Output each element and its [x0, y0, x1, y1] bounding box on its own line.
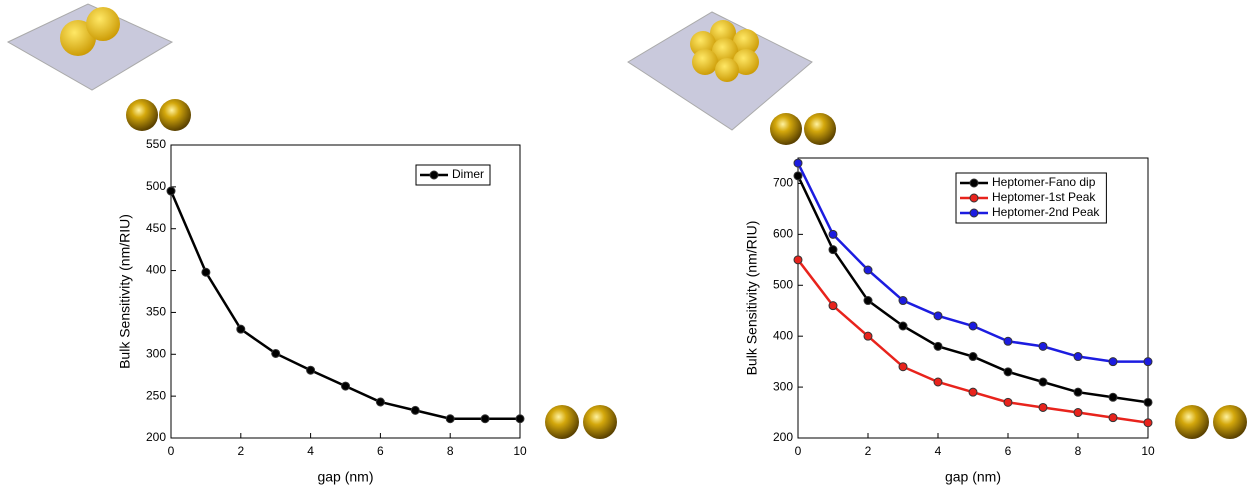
legend-marker	[970, 194, 978, 202]
x-tick-label: 8	[447, 444, 454, 458]
plot-frame	[171, 145, 520, 438]
data-point	[202, 268, 210, 276]
sphere-pair	[1175, 405, 1247, 439]
data-point	[446, 415, 454, 423]
data-point	[1074, 388, 1082, 396]
y-tick-label: 400	[146, 263, 166, 277]
legend-marker	[970, 209, 978, 217]
data-point	[516, 415, 524, 423]
data-point	[1074, 409, 1082, 417]
data-point	[899, 322, 907, 330]
data-point	[272, 349, 280, 357]
data-point	[307, 366, 315, 374]
data-point	[829, 230, 837, 238]
sphere-pair	[126, 99, 191, 131]
figure: 200 250 300 350 400 450 500 550 0 2 4 6 8 10 gap (nm) B…	[0, 0, 1249, 493]
x-tick-label: 10	[1141, 444, 1155, 458]
substrate-dimer	[8, 4, 172, 90]
x-tick-label: 10	[513, 444, 527, 458]
y-tick-label: 200	[773, 430, 793, 444]
data-point	[899, 363, 907, 371]
x-tick-label: 8	[1075, 444, 1082, 458]
data-point	[1074, 353, 1082, 361]
sphere-pair	[545, 405, 617, 439]
data-point	[899, 297, 907, 305]
x-tick-label: 6	[1005, 444, 1012, 458]
data-point	[342, 382, 350, 390]
y-tick-label: 400	[773, 328, 793, 342]
x-tick-label: 2	[237, 444, 244, 458]
y-tick-label: 700	[773, 176, 793, 190]
series-line	[798, 163, 1148, 362]
data-point	[411, 406, 419, 414]
x-tick-label: 0	[795, 444, 802, 458]
y-tick-label: 500	[773, 277, 793, 291]
data-point	[1144, 398, 1152, 406]
data-point	[864, 266, 872, 274]
data-point	[969, 353, 977, 361]
legend-label: Heptomer-Fano dip	[992, 175, 1096, 189]
data-point	[1109, 358, 1117, 366]
data-point	[969, 322, 977, 330]
x-tick-label: 0	[168, 444, 175, 458]
legend-label: Heptomer-2nd Peak	[992, 205, 1100, 219]
data-point	[1144, 358, 1152, 366]
legend-marker	[430, 171, 438, 179]
y-tick-label: 300	[773, 379, 793, 393]
data-point	[1039, 378, 1047, 386]
data-point	[969, 388, 977, 396]
data-point	[167, 187, 175, 195]
data-point	[1004, 337, 1012, 345]
legend-label: Heptomer-1st Peak	[992, 190, 1096, 204]
series-line	[798, 260, 1148, 423]
data-point	[1109, 414, 1117, 422]
y-tick-label: 500	[146, 179, 166, 193]
data-point	[864, 332, 872, 340]
y-tick-label: 450	[146, 221, 166, 235]
x-tick-label: 4	[935, 444, 942, 458]
data-point	[829, 246, 837, 254]
y-tick-label: 200	[146, 430, 166, 444]
data-point	[829, 302, 837, 310]
data-point	[934, 342, 942, 350]
y-tick-label: 300	[146, 346, 166, 360]
data-point	[794, 159, 802, 167]
page: {"chart_data": [ {"type": "line", "x": […	[0, 0, 1249, 493]
data-point	[376, 398, 384, 406]
data-point	[237, 325, 245, 333]
data-point	[934, 312, 942, 320]
y-tick-label: 250	[146, 388, 166, 402]
data-point	[934, 378, 942, 386]
x-tick-label: 2	[865, 444, 872, 458]
y-axis-label: Bulk Sensitivity (nm/RIU)	[744, 221, 760, 376]
y-tick-label: 550	[146, 137, 166, 151]
data-point	[1109, 393, 1117, 401]
x-axis-label: gap (nm)	[317, 469, 373, 485]
x-tick-label: 6	[377, 444, 384, 458]
data-point	[1039, 342, 1047, 350]
legend-marker	[970, 179, 978, 187]
data-point	[864, 297, 872, 305]
x-axis-label: gap (nm)	[945, 469, 1001, 485]
x-tick-label: 4	[307, 444, 314, 458]
legend-label: Dimer	[452, 167, 484, 181]
sphere-pair	[770, 113, 836, 145]
data-point	[794, 256, 802, 264]
y-tick-label: 350	[146, 305, 166, 319]
y-tick-label: 600	[773, 227, 793, 241]
data-point	[794, 172, 802, 180]
data-point	[1004, 398, 1012, 406]
data-point	[1004, 368, 1012, 376]
data-point	[481, 415, 489, 423]
data-point	[1144, 419, 1152, 427]
substrate-heptomer	[628, 12, 812, 130]
data-point	[1039, 403, 1047, 411]
y-axis-label: Bulk Sensitivity (nm/RIU)	[117, 214, 133, 369]
